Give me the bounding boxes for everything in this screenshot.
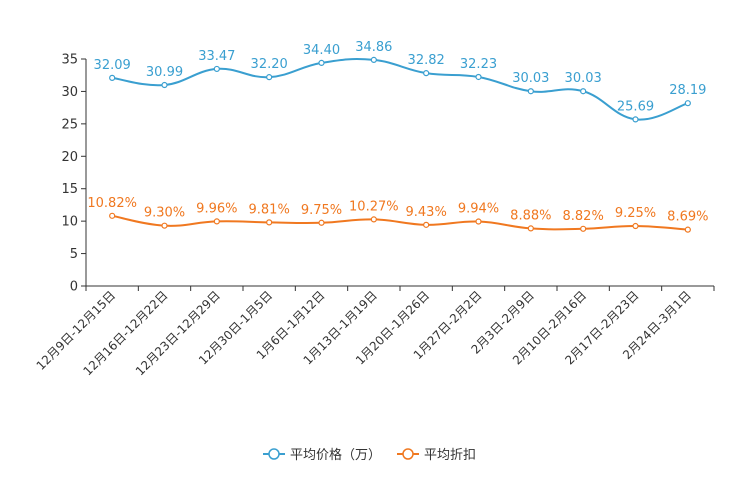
data-point[interactable] [632,222,639,230]
data-label: 25.69 [617,99,654,114]
y-tick-label: 0 [70,280,78,295]
data-label: 9.81% [249,202,290,217]
data-label: 8.69% [667,210,708,225]
data-point[interactable] [213,218,220,225]
data-point[interactable] [109,212,116,219]
data-point[interactable] [632,116,639,123]
y-tick-label: 30 [61,85,78,100]
data-label: 9.43% [406,205,447,220]
data-point[interactable] [213,65,220,73]
data-label: 10.82% [87,196,137,211]
data-label: 8.88% [510,208,551,223]
series-discount: 10.82% 9.30% 9.96% 9.81% 9.75% 10.27% 9.43% 9.9… [87,196,708,233]
data-label: 9.75% [301,203,342,218]
y-tick-label: 15 [61,182,78,197]
data-label: 32.23 [460,57,497,72]
data-label: 9.30% [144,206,185,221]
y-tick-label: 5 [70,247,78,262]
legend-label-price: 平均价格（万） [290,447,381,463]
legend-marker-icon [402,448,414,460]
data-point[interactable] [423,70,430,77]
data-point[interactable] [266,219,273,226]
y-tick-label: 10 [61,215,78,230]
data-point[interactable] [580,88,587,95]
data-point[interactable] [475,218,482,225]
data-point[interactable] [423,221,430,228]
legend-item-price[interactable]: 平均价格（万） [263,447,381,463]
data-label: 32.09 [94,58,131,73]
data-point[interactable] [109,74,116,81]
data-point[interactable] [318,219,325,226]
data-point[interactable] [580,225,587,232]
data-point[interactable] [370,56,377,64]
data-label: 10.27% [349,199,399,214]
axes: 0510152025303512月9日-12月15日12月16日-12月22日1… [34,53,715,378]
legend: 平均价格（万） 平均折扣 [263,447,476,463]
data-point[interactable] [684,226,691,233]
data-point[interactable] [318,59,325,66]
data-label: 30.03 [512,71,549,86]
y-tick-label: 25 [61,117,78,132]
data-label: 9.96% [196,201,237,216]
legend-marker-icon [268,448,280,460]
data-label: 8.82% [563,209,604,224]
data-label: 34.86 [355,40,392,55]
y-tick-label: 35 [61,53,78,68]
data-label: 32.82 [408,53,445,68]
series-line [112,58,689,121]
data-point[interactable] [527,88,534,95]
data-label: 30.99 [146,65,183,80]
data-label: 33.47 [198,49,235,64]
data-label: 28.19 [669,83,706,98]
legend-item-discount[interactable]: 平均折扣 [397,448,476,463]
legend-label-discount: 平均折扣 [424,448,476,463]
data-point[interactable] [684,100,691,107]
data-label: 30.03 [565,71,602,86]
data-label: 9.25% [615,206,656,221]
data-point[interactable] [370,216,377,223]
y-tick-label: 20 [61,150,78,165]
data-point[interactable] [527,225,534,232]
data-label: 32.20 [251,57,288,72]
data-point[interactable] [475,73,482,81]
data-label: 9.94% [458,202,499,217]
data-point[interactable] [161,222,168,229]
data-point[interactable] [161,81,168,89]
data-point[interactable] [266,74,273,81]
series-layer: 32.09 30.99 33.47 32.20 34.40 34.86 32.82 32.23… [87,40,708,233]
data-label: 34.40 [303,43,340,58]
series-line [111,214,688,231]
series-price: 32.09 30.99 33.47 32.20 34.40 34.86 32.82 32.23… [94,40,706,123]
